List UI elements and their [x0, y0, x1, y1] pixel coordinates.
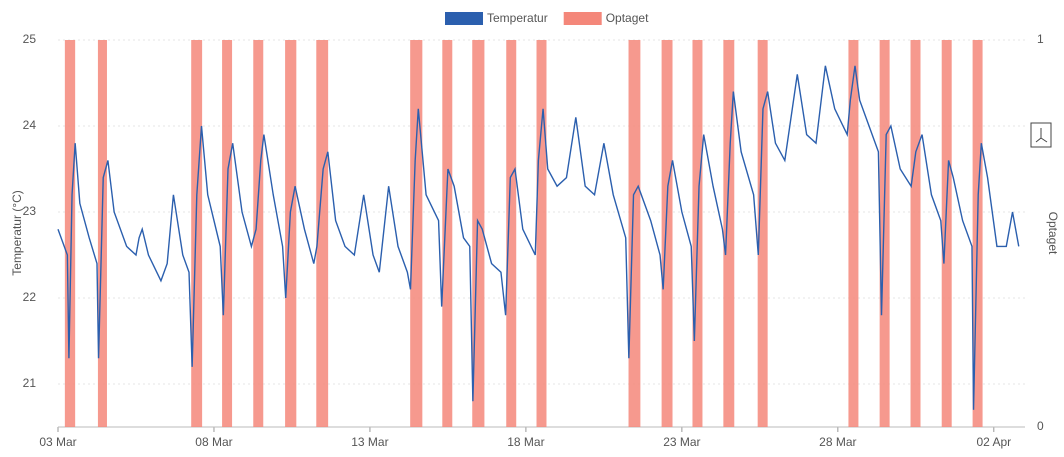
legend-label: Optaget	[606, 11, 649, 25]
legend-swatch	[445, 12, 483, 25]
occupied-bar	[506, 40, 517, 427]
y-tick-label: 21	[23, 376, 37, 390]
icon-box[interactable]	[1030, 122, 1052, 148]
y2-axis-title: Optaget	[1046, 212, 1060, 255]
legend-swatch	[563, 12, 602, 25]
temperature-line	[57, 65, 1020, 410]
occupied-bar	[661, 40, 673, 427]
occupied-bar	[910, 40, 921, 427]
legend-label: Temperatur	[487, 11, 548, 25]
x-tick-label: 28 Mar	[819, 435, 856, 449]
legend-item: Optaget	[563, 11, 649, 25]
occupied-bar	[285, 40, 297, 427]
y-axis-title: Temperatur (°C)	[10, 190, 24, 275]
x-tick-label: 13 Mar	[351, 435, 388, 449]
x-tick-label: 08 Mar	[195, 435, 232, 449]
occupied-bar	[191, 40, 203, 427]
icon-glyph	[1035, 128, 1048, 143]
y-tick-label: 22	[23, 290, 37, 304]
y-tick-label: 24	[23, 118, 37, 132]
y-tick-label: 23	[23, 204, 37, 218]
occupied-bar	[723, 40, 735, 427]
y2-tick-label: 1	[1037, 32, 1044, 46]
occupied-bar	[848, 40, 859, 427]
legend-item: Temperatur	[445, 11, 548, 25]
occupied-bar	[253, 40, 264, 427]
occupied-bar	[222, 40, 233, 427]
occupied-bar	[536, 40, 547, 427]
occupied-bar	[316, 40, 329, 427]
zoom-icon[interactable]	[1030, 122, 1052, 148]
y-tick-label: 25	[23, 32, 37, 46]
y2-tick-label: 0	[1037, 419, 1044, 433]
occupied-bar	[628, 40, 641, 427]
x-tick-label: 18 Mar	[507, 435, 544, 449]
occupied-bar	[64, 40, 76, 427]
occupied-bar	[941, 40, 952, 427]
x-tick-label: 23 Mar	[663, 435, 700, 449]
x-tick-label: 02 Apr	[976, 435, 1011, 449]
occupied-bar	[757, 40, 768, 427]
occupied-bar	[879, 40, 890, 427]
occupied-bar	[442, 40, 453, 427]
x-tick-label: 03 Mar	[39, 435, 76, 449]
occupied-bar	[410, 40, 423, 427]
